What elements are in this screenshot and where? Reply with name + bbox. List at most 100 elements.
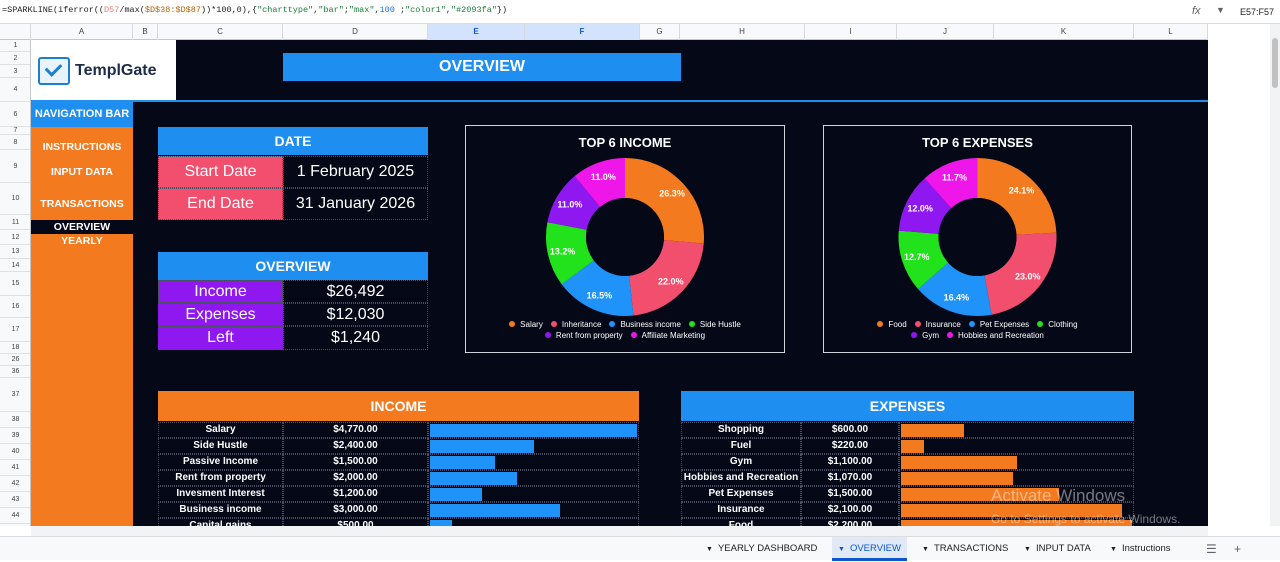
row-name[interactable]: Side Hustle	[158, 438, 283, 454]
row-header[interactable]: 39	[0, 428, 30, 444]
donut-slice[interactable]	[561, 260, 634, 316]
chevron-down-icon[interactable]: ▼	[1216, 5, 1225, 15]
donut-slice[interactable]	[924, 158, 978, 209]
row-name[interactable]: Pet Expenses	[681, 486, 801, 502]
sparkline-cell[interactable]	[899, 502, 1134, 518]
row-amount[interactable]: $1,500.00	[801, 486, 899, 502]
sparkline-cell[interactable]	[428, 518, 639, 526]
row-amount[interactable]: $4,770.00	[283, 422, 428, 438]
row-name[interactable]: Food	[681, 518, 801, 526]
chevron-down-icon[interactable]: ▼	[706, 546, 713, 553]
row-amount[interactable]: $2,200.00	[801, 518, 899, 526]
sparkline-cell[interactable]	[428, 502, 639, 518]
donut-slice[interactable]	[547, 176, 601, 230]
row-header[interactable]: 40	[0, 444, 30, 460]
sparkline-cell[interactable]	[899, 486, 1134, 502]
row-amount[interactable]: $1,200.00	[283, 486, 428, 502]
row-name[interactable]: Invesment Interest	[158, 486, 283, 502]
column-header[interactable]: A	[31, 24, 133, 40]
chevron-down-icon[interactable]: ▼	[838, 546, 845, 553]
row-amount[interactable]: $2,400.00	[283, 438, 428, 454]
row-name[interactable]: Fuel	[681, 438, 801, 454]
row-name[interactable]: Passive Income	[158, 454, 283, 470]
row-header[interactable]: 16	[0, 296, 30, 318]
row-amount[interactable]: $600.00	[801, 422, 899, 438]
column-header[interactable]: J	[897, 24, 994, 40]
row-amount[interactable]: $1,500.00	[283, 454, 428, 470]
column-header[interactable]: B	[133, 24, 158, 40]
nav-item-transactions[interactable]: TRANSACTIONS	[40, 198, 124, 210]
row-header[interactable]: 36	[0, 366, 30, 378]
row-header[interactable]: 11	[0, 215, 30, 230]
row-header[interactable]: 7	[0, 127, 30, 135]
formula-text[interactable]: =SPARKLINE(iferror((D57/max($D$38:$D$87)…	[2, 5, 508, 15]
sparkline-cell[interactable]	[899, 454, 1134, 470]
scroll-thumb[interactable]	[1272, 38, 1278, 88]
row-name[interactable]: Capital gains	[158, 518, 283, 526]
sparkline-cell[interactable]	[899, 422, 1134, 438]
nav-item-input-data[interactable]: INPUT DATA	[50, 166, 114, 178]
nav-item-instructions[interactable]: INSTRUCTIONS	[42, 141, 122, 153]
row-amount[interactable]: $500.00	[283, 518, 428, 526]
sheet-tab[interactable]: ▼ OVERVIEW	[832, 537, 907, 561]
row-amount[interactable]: $220.00	[801, 438, 899, 454]
sparkline-cell[interactable]	[899, 470, 1134, 486]
sparkline-cell[interactable]	[428, 454, 639, 470]
row-header[interactable]: 15	[0, 272, 30, 296]
row-header[interactable]: 41	[0, 460, 30, 476]
row-header[interactable]: 37	[0, 378, 30, 412]
row-header[interactable]: 17	[0, 318, 30, 342]
formula-bar[interactable]: =SPARKLINE(iferror((D57/max($D$38:$D$87)…	[0, 0, 1280, 24]
donut-slice[interactable]	[977, 158, 1057, 235]
row-header[interactable]: 4	[0, 78, 30, 102]
column-header[interactable]: I	[805, 24, 897, 40]
horizontal-scrollbar[interactable]	[31, 526, 1208, 536]
row-amount[interactable]: $2,000.00	[283, 470, 428, 486]
column-header[interactable]: K	[994, 24, 1134, 40]
row-header[interactable]: 12	[0, 230, 30, 245]
row-header[interactable]: 13	[0, 245, 30, 259]
start-date-value[interactable]: 1 February 2025	[283, 156, 428, 188]
nav-item-overview[interactable]: OVERVIEW	[31, 220, 133, 234]
row-header[interactable]: 1	[0, 40, 30, 52]
donut-slice[interactable]	[918, 262, 992, 316]
row-amount[interactable]: $3,000.00	[283, 502, 428, 518]
row-header[interactable]: 42	[0, 476, 30, 492]
chevron-down-icon[interactable]: ▼	[1110, 546, 1117, 553]
row-header[interactable]: 44	[0, 508, 30, 524]
row-header[interactable]: 14	[0, 259, 30, 272]
chevron-down-icon[interactable]: ▼	[1024, 546, 1031, 553]
chevron-down-icon[interactable]: ▼	[922, 546, 929, 553]
donut-slice[interactable]	[629, 240, 704, 316]
row-header[interactable]: 10	[0, 183, 30, 215]
vertical-scrollbar[interactable]	[1208, 24, 1280, 526]
cell-reference[interactable]: E57:F57	[1240, 7, 1275, 17]
row-header[interactable]: 18	[0, 342, 30, 354]
end-date-value[interactable]: 31 January 2026	[283, 188, 428, 220]
row-name[interactable]: Salary	[158, 422, 283, 438]
column-header[interactable]: D	[283, 24, 428, 40]
nav-item-yearly[interactable]: YEARLY	[61, 235, 103, 247]
column-header[interactable]: G	[640, 24, 680, 40]
donut-slice[interactable]	[984, 232, 1057, 315]
row-name[interactable]: Gym	[681, 454, 801, 470]
sparkline-cell[interactable]	[899, 438, 1134, 454]
row-header[interactable]: 26	[0, 354, 30, 366]
row-name[interactable]: Business income	[158, 502, 283, 518]
column-header[interactable]: F	[525, 24, 640, 40]
sheet-tab[interactable]: ▼ YEARLY DASHBOARD	[700, 537, 823, 561]
top-expenses-chart[interactable]: TOP 6 EXPENSES 24.1% 23.0% 16.4% 12.7% 12.0%…	[823, 125, 1132, 353]
donut-slice[interactable]	[574, 158, 625, 207]
sheet-tab[interactable]: ▼ INPUT DATA	[1018, 537, 1097, 561]
select-all-corner[interactable]	[0, 24, 31, 40]
column-header[interactable]: C	[158, 24, 283, 40]
row-amount[interactable]: $1,070.00	[801, 470, 899, 486]
top-income-chart[interactable]: TOP 6 INCOME 26.3% 22.0% 16.5% 13.2% 11.0% 11…	[465, 125, 785, 353]
add-sheet-icon[interactable]: +	[1234, 542, 1242, 556]
row-name[interactable]: Shopping	[681, 422, 801, 438]
row-header[interactable]: 9	[0, 150, 30, 183]
row-name[interactable]: Insurance	[681, 502, 801, 518]
all-sheets-icon[interactable]: ☰	[1206, 542, 1217, 556]
row-amount[interactable]: $1,100.00	[801, 454, 899, 470]
column-header[interactable]: H	[680, 24, 805, 40]
